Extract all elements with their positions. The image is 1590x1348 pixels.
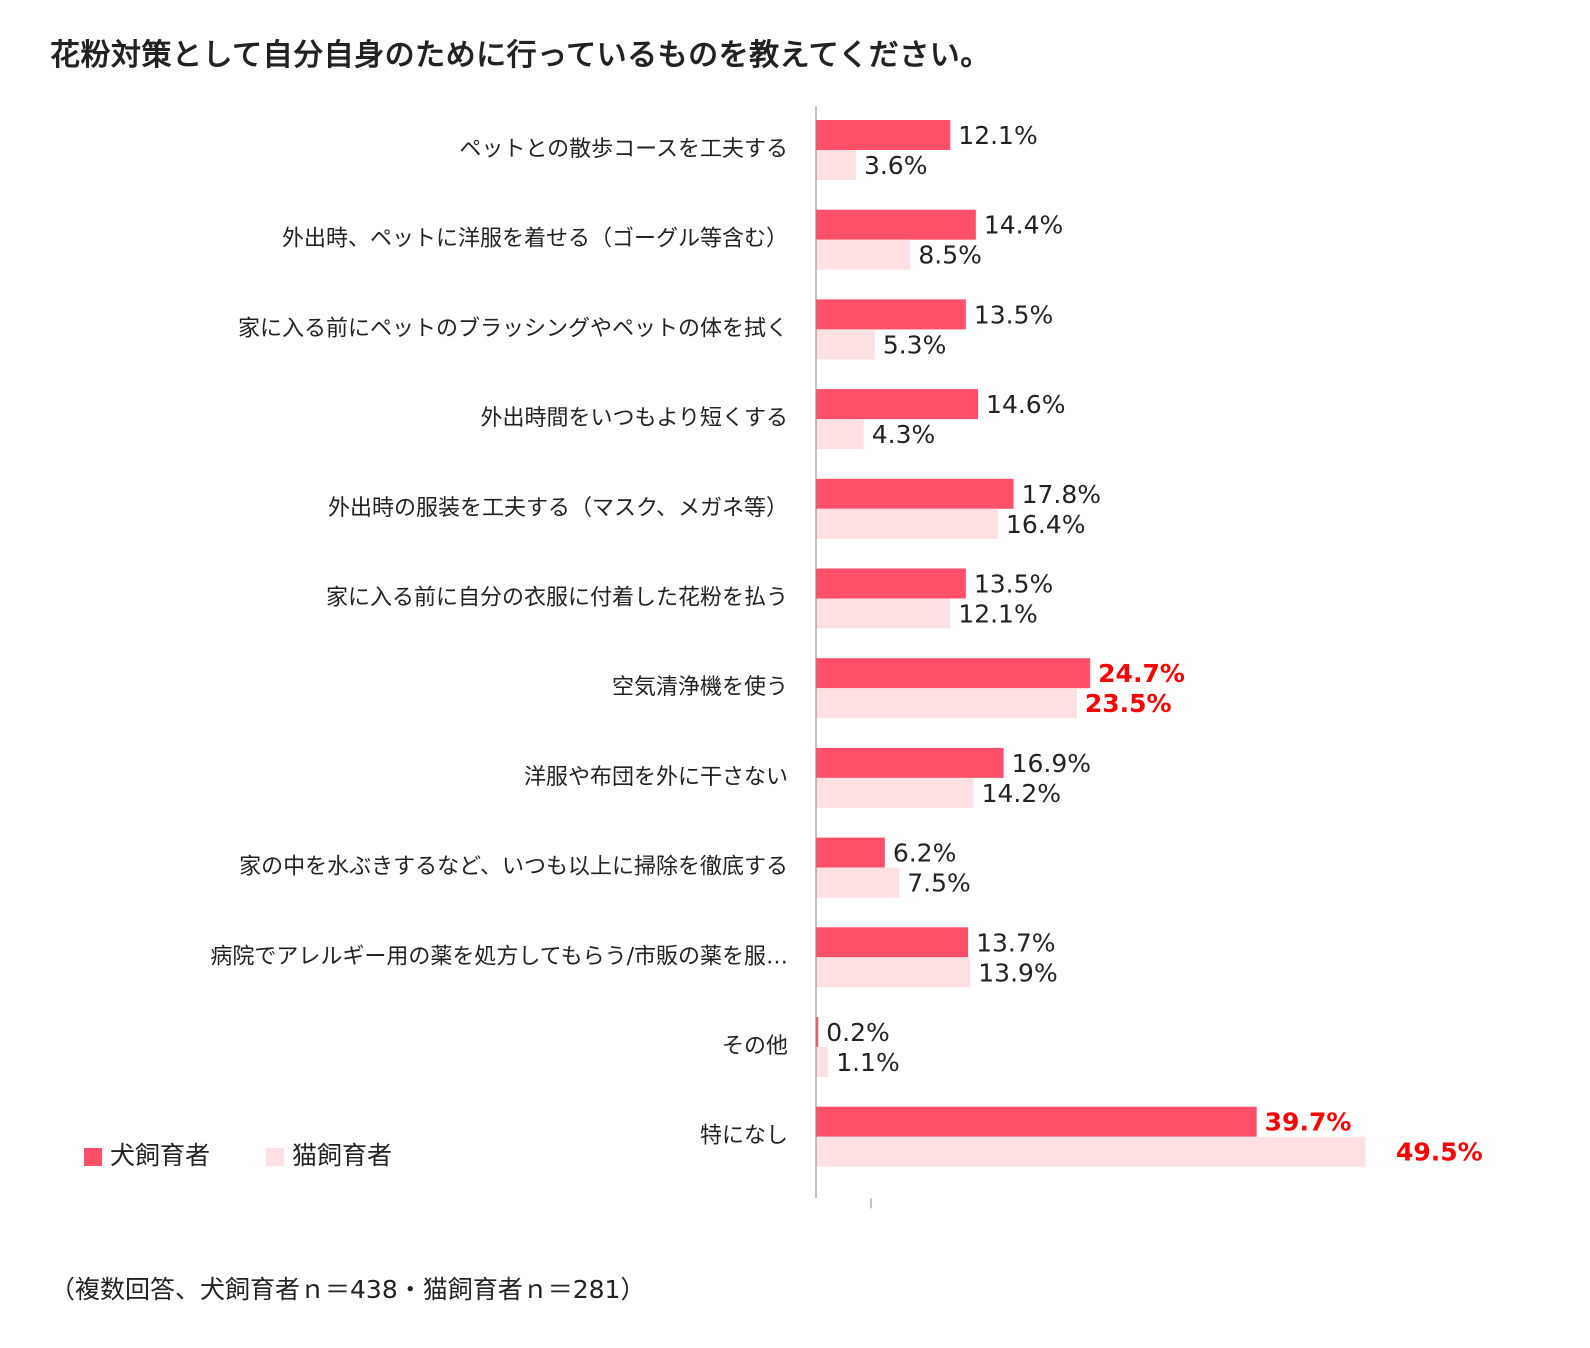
- value-label-dog: 13.5%: [974, 570, 1053, 599]
- value-label-cat: 5.3%: [883, 330, 947, 359]
- category-label: 外出時、ペットに洋服を着せる（ゴーグル等含む）: [282, 227, 788, 252]
- bar-cat: [816, 419, 864, 450]
- value-label-dog: 14.6%: [986, 390, 1065, 419]
- category-label: 病院でアレルギー用の薬を処方してもらう/市販の薬を服…: [210, 944, 788, 969]
- bar-cat: [816, 688, 1077, 719]
- category-label: 家に入る前にペットのブラッシングやペットの体を拭く: [238, 316, 788, 341]
- bar-cat: [816, 239, 911, 270]
- value-label-cat: 8.5%: [918, 241, 982, 270]
- value-label-cat: 16.4%: [1006, 510, 1085, 539]
- value-label-cat: 1.1%: [836, 1048, 900, 1077]
- category-label: 洋服や布団を外に干さない: [524, 765, 788, 790]
- value-label-dog: 6.2%: [893, 839, 957, 868]
- bar-cat: [816, 777, 974, 808]
- footnote: （複数回答、犬飼育者ｎ＝438・猫飼育者ｎ＝281）: [50, 1275, 646, 1304]
- category-label: 外出時の服装を工夫する（マスク、メガネ等）: [328, 496, 788, 521]
- value-labels: 12.1% 3.6% 14.4%8.5% 13.5% 5.3% 14.6% 4.3% 17.8…: [826, 121, 1483, 1167]
- chart-title: 花粉対策として自分自身のために行っているものを教えてください。: [50, 38, 991, 73]
- bar-dog: [816, 747, 1004, 778]
- bar-dog: [816, 478, 1014, 509]
- bar-dog: [816, 927, 969, 958]
- category-label: 外出時間をいつもより短くする: [480, 406, 788, 431]
- value-label-cat: 3.6%: [864, 151, 928, 180]
- legend-label-dog: 犬飼育者: [110, 1141, 211, 1170]
- bar-cat: [816, 867, 900, 898]
- bar-dog: [816, 1106, 1257, 1137]
- bars: [816, 120, 1366, 1167]
- value-label-cat: 14.2%: [982, 779, 1061, 808]
- category-label: 空気清浄機を使う: [612, 675, 788, 700]
- value-label-cat: 7.5%: [907, 869, 971, 898]
- bar-cat: [816, 598, 951, 629]
- value-label-dog: 0.2%: [826, 1018, 890, 1047]
- legend-item-dog: 犬飼育者: [84, 1136, 210, 1172]
- value-label-dog: 16.9%: [1012, 749, 1091, 778]
- bar-dog: [816, 389, 979, 420]
- bar-dog: [816, 568, 966, 599]
- bar-dog: [816, 209, 976, 240]
- value-label-cat: 12.1%: [958, 600, 1037, 629]
- bar-dog: [816, 1017, 819, 1047]
- bar-cat: [816, 508, 999, 539]
- bar-cat: [816, 329, 875, 360]
- value-label-dog: 12.1%: [958, 121, 1037, 150]
- value-label-dog: 13.7%: [976, 928, 1055, 957]
- category-label: 特になし: [700, 1124, 788, 1149]
- bar-dog: [816, 837, 885, 868]
- value-label-dog: 13.5%: [974, 300, 1053, 329]
- category-label: その他: [722, 1034, 788, 1059]
- category-label: ペットとの散歩コースを工夫する: [459, 137, 788, 162]
- value-label-dog: 39.7%: [1265, 1108, 1352, 1137]
- value-label-dog: 14.4%: [984, 211, 1063, 240]
- legend-item-cat: 猫飼育者: [265, 1136, 392, 1172]
- bar-cat: [816, 1136, 1366, 1167]
- value-label-dog: 17.8%: [1022, 480, 1101, 509]
- legend-label-cat: 猫飼育者: [291, 1141, 392, 1170]
- bar-cat: [816, 957, 971, 988]
- value-label-cat: 4.3%: [872, 420, 936, 449]
- value-label-dog: 24.7%: [1098, 659, 1185, 688]
- bar-dog: [816, 120, 951, 150]
- value-label-cat: 13.9%: [978, 958, 1057, 987]
- legend: 犬飼育者 猫飼育者: [84, 1136, 440, 1172]
- bar-dog: [816, 299, 966, 330]
- value-label-cat: 23.5%: [1085, 689, 1172, 718]
- bar-cat: [816, 150, 856, 180]
- category-label: 家の中を水ぶきするなど、いつも以上に掃除を徹底する: [239, 855, 788, 880]
- value-label-cat: 49.5%: [1396, 1138, 1483, 1167]
- bar-cat: [816, 1047, 829, 1077]
- bar-dog: [816, 658, 1091, 689]
- legend-swatch-dog: [84, 1148, 102, 1166]
- category-label: 家に入る前に自分の衣服に付着した花粉を払う: [326, 586, 788, 611]
- legend-swatch-cat: [265, 1148, 284, 1166]
